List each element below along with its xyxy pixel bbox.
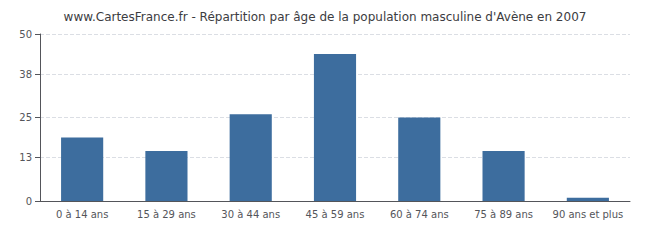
svg-text:75 à 89 ans: 75 à 89 ans	[474, 209, 533, 220]
svg-text:25: 25	[19, 112, 32, 123]
svg-text:60 à 74 ans: 60 à 74 ans	[390, 209, 449, 220]
svg-text:38: 38	[19, 69, 32, 80]
svg-text:45 à 59 ans: 45 à 59 ans	[306, 209, 365, 220]
svg-text:15 à 29 ans: 15 à 29 ans	[137, 209, 196, 220]
svg-text:0: 0	[26, 196, 32, 207]
svg-text:0 à 14 ans: 0 à 14 ans	[56, 209, 108, 220]
svg-text:90 ans et plus: 90 ans et plus	[553, 209, 624, 220]
svg-text:www.CartesFrance.fr - Répartit: www.CartesFrance.fr - Répartition par âg…	[64, 10, 587, 24]
svg-text:50: 50	[19, 29, 32, 40]
svg-text:13: 13	[19, 152, 32, 163]
svg-text:30 à 44 ans: 30 à 44 ans	[221, 209, 280, 220]
